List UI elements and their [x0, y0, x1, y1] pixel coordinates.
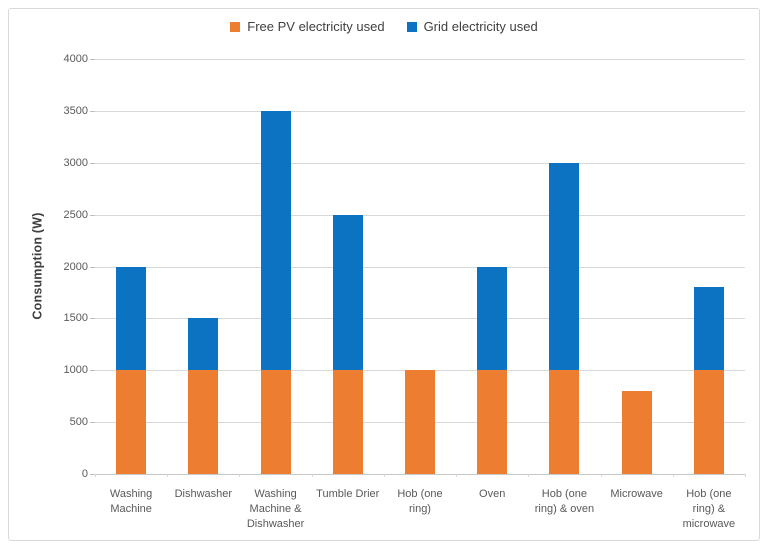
bar-stack [621, 391, 652, 474]
y-axis-tick [90, 474, 95, 475]
y-axis-tick-label: 4000 [63, 53, 88, 65]
bar-stack [549, 162, 580, 474]
bar-stack [332, 214, 363, 474]
y-axis-tick-label: 2000 [63, 260, 88, 273]
x-axis-category-labels: Washing Machine Dishwasher Washing Machine… [95, 487, 745, 532]
category-label: Hob (one ring) [397, 488, 443, 515]
gridline [95, 214, 745, 216]
bar-stack [188, 318, 219, 474]
bar-segment-free-pv [332, 370, 363, 474]
gridline [95, 59, 745, 60]
category-label: Oven [479, 488, 506, 500]
y-axis-tick-label: 3000 [63, 156, 88, 169]
legend-label: Free PV electricity used [247, 19, 385, 34]
bar-stack [405, 370, 435, 474]
x-axis-tick [383, 474, 385, 477]
gridline [95, 162, 745, 164]
gridline [95, 318, 745, 320]
bar-stack [116, 266, 147, 474]
bar-segment-grid [260, 110, 291, 371]
category-label: Microwave [610, 488, 663, 500]
x-axis-tick [456, 474, 458, 477]
y-axis-tick-label: 2500 [63, 208, 88, 221]
gridline [95, 266, 745, 268]
x-axis-tick [311, 474, 313, 477]
x-axis-tick [239, 474, 241, 477]
bar-segment-free-pv [405, 370, 435, 474]
bar-segment-grid [477, 266, 508, 371]
gridline [95, 110, 745, 112]
x-axis-tick [95, 474, 96, 477]
category-label: Tumble Drier [316, 488, 380, 500]
legend-marker-icon [406, 21, 417, 32]
y-axis-tick-label: 500 [69, 416, 88, 429]
bar-segment-free-pv [693, 370, 724, 474]
category-label: Hob (one ring) & oven [534, 488, 595, 515]
legend-item-grid: Grid electricity used [406, 19, 538, 34]
bar-segment-grid [188, 318, 219, 371]
category-label: Dishwasher [174, 488, 233, 500]
bar-segment-grid [116, 266, 147, 371]
y-axis-tick [90, 214, 95, 216]
plot-area [90, 59, 746, 477]
category-label: Washing Machine & Dishwasher [246, 488, 305, 530]
y-axis-tick-label: 0 [81, 468, 88, 480]
bar-segment-free-pv [477, 370, 508, 474]
x-axis-tick [745, 474, 746, 477]
category-label: Hob (one ring) & microwave [682, 488, 736, 530]
y-axis-tick [90, 266, 95, 268]
x-axis-line [95, 474, 745, 475]
y-axis-tick [90, 162, 95, 164]
legend-label: Grid electricity used [423, 19, 538, 34]
bar-segment-grid [549, 162, 580, 371]
x-axis-tick [600, 474, 602, 477]
bar-stack [260, 110, 291, 474]
legend: Free PV electricity used Grid electricity… [0, 19, 768, 34]
y-axis-tick [90, 422, 95, 424]
bar-stack [693, 287, 724, 474]
legend-item-free-pv: Free PV electricity used [230, 19, 385, 34]
bar-segment-free-pv [116, 370, 147, 474]
bar-segment-free-pv [188, 370, 219, 474]
x-axis-tick [528, 474, 530, 477]
bar-stack [477, 266, 508, 474]
bar-segment-grid [693, 287, 724, 371]
y-axis-tick-label: 1500 [63, 312, 88, 325]
bar-segment-free-pv [260, 370, 291, 474]
bar-segment-free-pv [621, 391, 652, 474]
legend-marker-icon [230, 21, 241, 32]
category-label: Washing Machine [109, 488, 153, 515]
y-axis-tick-label: 1000 [63, 364, 88, 377]
bar-segment-grid [332, 214, 363, 371]
bar-segment-free-pv [549, 370, 580, 474]
y-axis-tick [90, 59, 95, 60]
y-axis-tick [90, 318, 95, 320]
x-axis-tick [167, 474, 169, 477]
x-axis-tick [672, 474, 674, 477]
y-axis-tick [90, 110, 95, 112]
y-axis-tick-label: 3500 [63, 104, 88, 117]
y-axis-tick [90, 370, 95, 372]
